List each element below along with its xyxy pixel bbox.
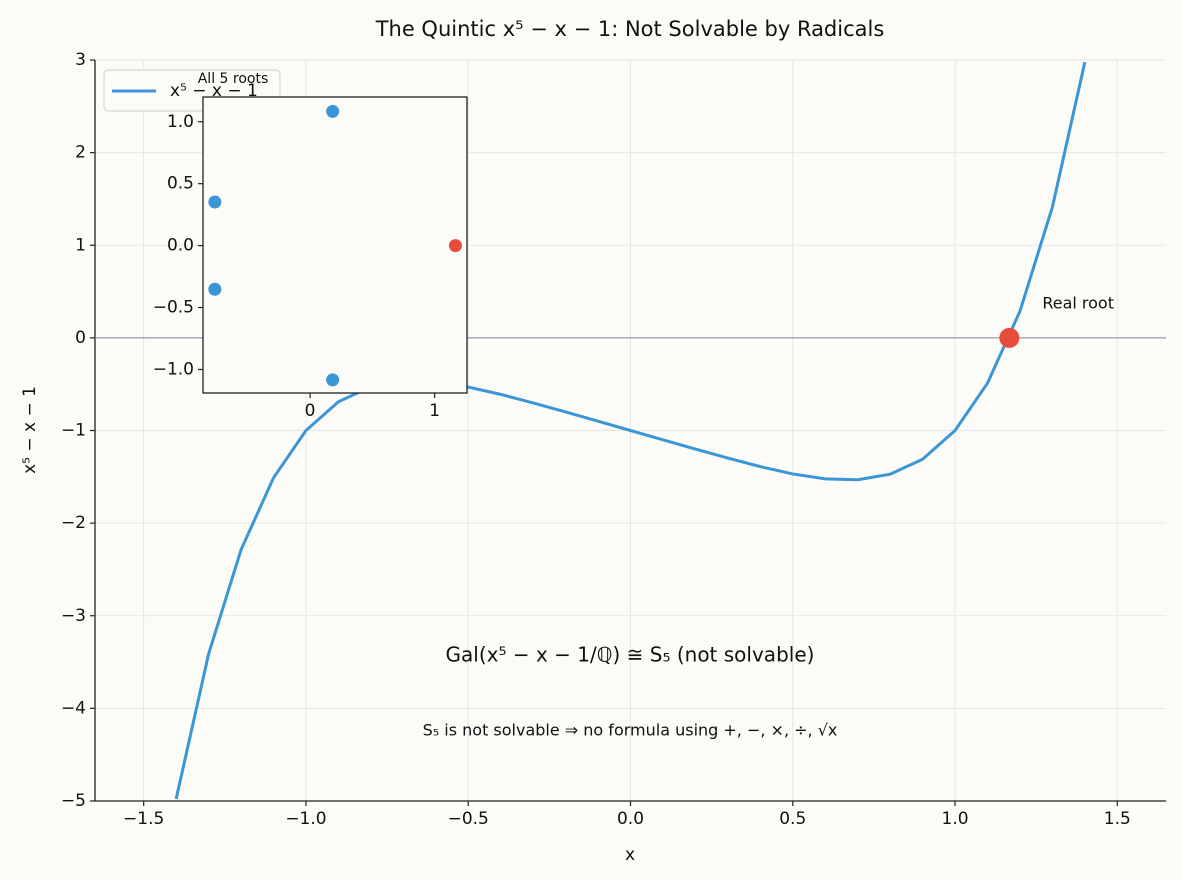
inset-title: All 5 roots	[198, 71, 269, 87]
x-tick-label: 1	[429, 401, 440, 421]
y-tick-label: 2	[75, 143, 86, 163]
root-point	[448, 239, 462, 253]
y-tick-label: −1	[61, 421, 86, 441]
annotation: S₅ is not solvable ⇒ no formula using +,…	[423, 721, 838, 740]
x-tick-label: 0.5	[779, 809, 806, 829]
x-tick-label: −0.5	[448, 809, 489, 829]
y-tick-label: 1	[75, 235, 86, 255]
y-axis-label: x⁵ − x − 1	[20, 386, 40, 474]
y-tick-label: 0.5	[167, 174, 194, 194]
inset-background	[203, 97, 467, 393]
real-root-label: Real root	[1042, 293, 1114, 312]
main-plot: −1.5 −1.0 −0.5 0.0 0.5 1.0 1.5 −5 −4 −3 −2 −1 0 1 2 3 Re…	[61, 50, 1166, 829]
annotation: Gal(x⁵ − x − 1/ℚ) ≅ S₅ (not solvable)	[446, 643, 815, 667]
x-tick-label: 0.0	[617, 809, 644, 829]
y-tick-label: −1.0	[153, 359, 194, 379]
y-tick-label: 0	[75, 328, 86, 348]
y-tick-label: −0.5	[153, 298, 194, 318]
y-tick-label: 0.0	[167, 236, 194, 256]
legend-label: x⁵ − x − 1	[170, 81, 258, 101]
x-axis-label: x	[625, 845, 635, 865]
axes-frame	[202, 96, 468, 394]
y-tick-label: −4	[61, 698, 86, 718]
inset-plot: 0 1 −1.0 −0.5 0.0 0.5 1.0 All 5 roots	[153, 71, 468, 421]
root-point	[208, 282, 222, 296]
x-tick-label: −1.5	[123, 809, 164, 829]
root-point	[326, 104, 340, 118]
root-point	[208, 195, 222, 209]
root-point	[326, 373, 340, 387]
y-tick-label: −2	[61, 513, 86, 533]
x-tick-label: 0	[305, 401, 316, 421]
data-line	[174, 61, 1087, 800]
x-tick-label: 1.0	[942, 809, 969, 829]
x-tick-label: 1.5	[1104, 809, 1131, 829]
y-tick-label: −5	[61, 791, 86, 811]
real-root-marker	[999, 327, 1020, 348]
axes-spine	[94, 60, 1166, 802]
y-tick-label: −3	[61, 606, 86, 626]
chart-title: The Quintic x⁵ − x − 1: Not Solvable by …	[375, 17, 885, 41]
y-tick-label: 3	[75, 50, 86, 70]
x-tick-label: −1.0	[285, 809, 326, 829]
y-tick-label: 1.0	[167, 112, 194, 132]
